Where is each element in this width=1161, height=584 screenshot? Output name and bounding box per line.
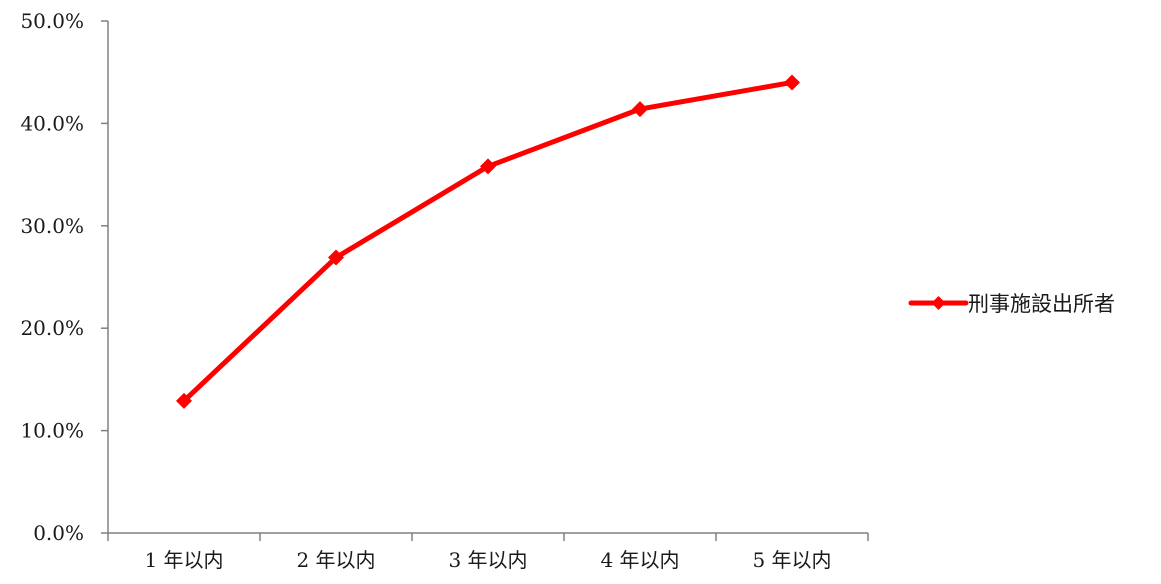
data-point-marker	[328, 249, 344, 266]
legend-label: 刑事施設出所者	[968, 292, 1115, 316]
y-axis: 0.0% 10.0% 20.0% 30.0% 40.0% 50.0%	[20, 9, 109, 545]
y-tick-label: 30.0%	[20, 214, 84, 238]
legend: 刑事施設出所者	[908, 292, 1115, 316]
series-line	[181, 79, 795, 404]
x-tick-label: 2 年以内	[296, 548, 375, 572]
x-tick-label: 4 年以内	[600, 548, 679, 572]
y-tick-label: 40.0%	[20, 111, 84, 135]
legend-marker-swatch	[931, 296, 946, 310]
y-tick-label: 0.0%	[33, 521, 84, 545]
y-tick-label: 50.0%	[20, 9, 84, 33]
data-point-marker	[784, 74, 800, 91]
data-point-marker	[480, 158, 496, 175]
x-tick-label: 3 年以内	[448, 548, 527, 572]
y-tick-label: 20.0%	[20, 316, 84, 340]
series-group	[176, 74, 800, 409]
y-tick-label: 10.0%	[20, 419, 84, 443]
data-point-marker	[176, 392, 192, 409]
x-axis: 1 年以内 2 年以内 3 年以内 4 年以内 5 年以内	[107, 532, 869, 572]
x-tick-label: 5 年以内	[752, 548, 831, 572]
x-tick-label: 1 年以内	[144, 548, 223, 572]
data-point-marker	[632, 101, 648, 118]
